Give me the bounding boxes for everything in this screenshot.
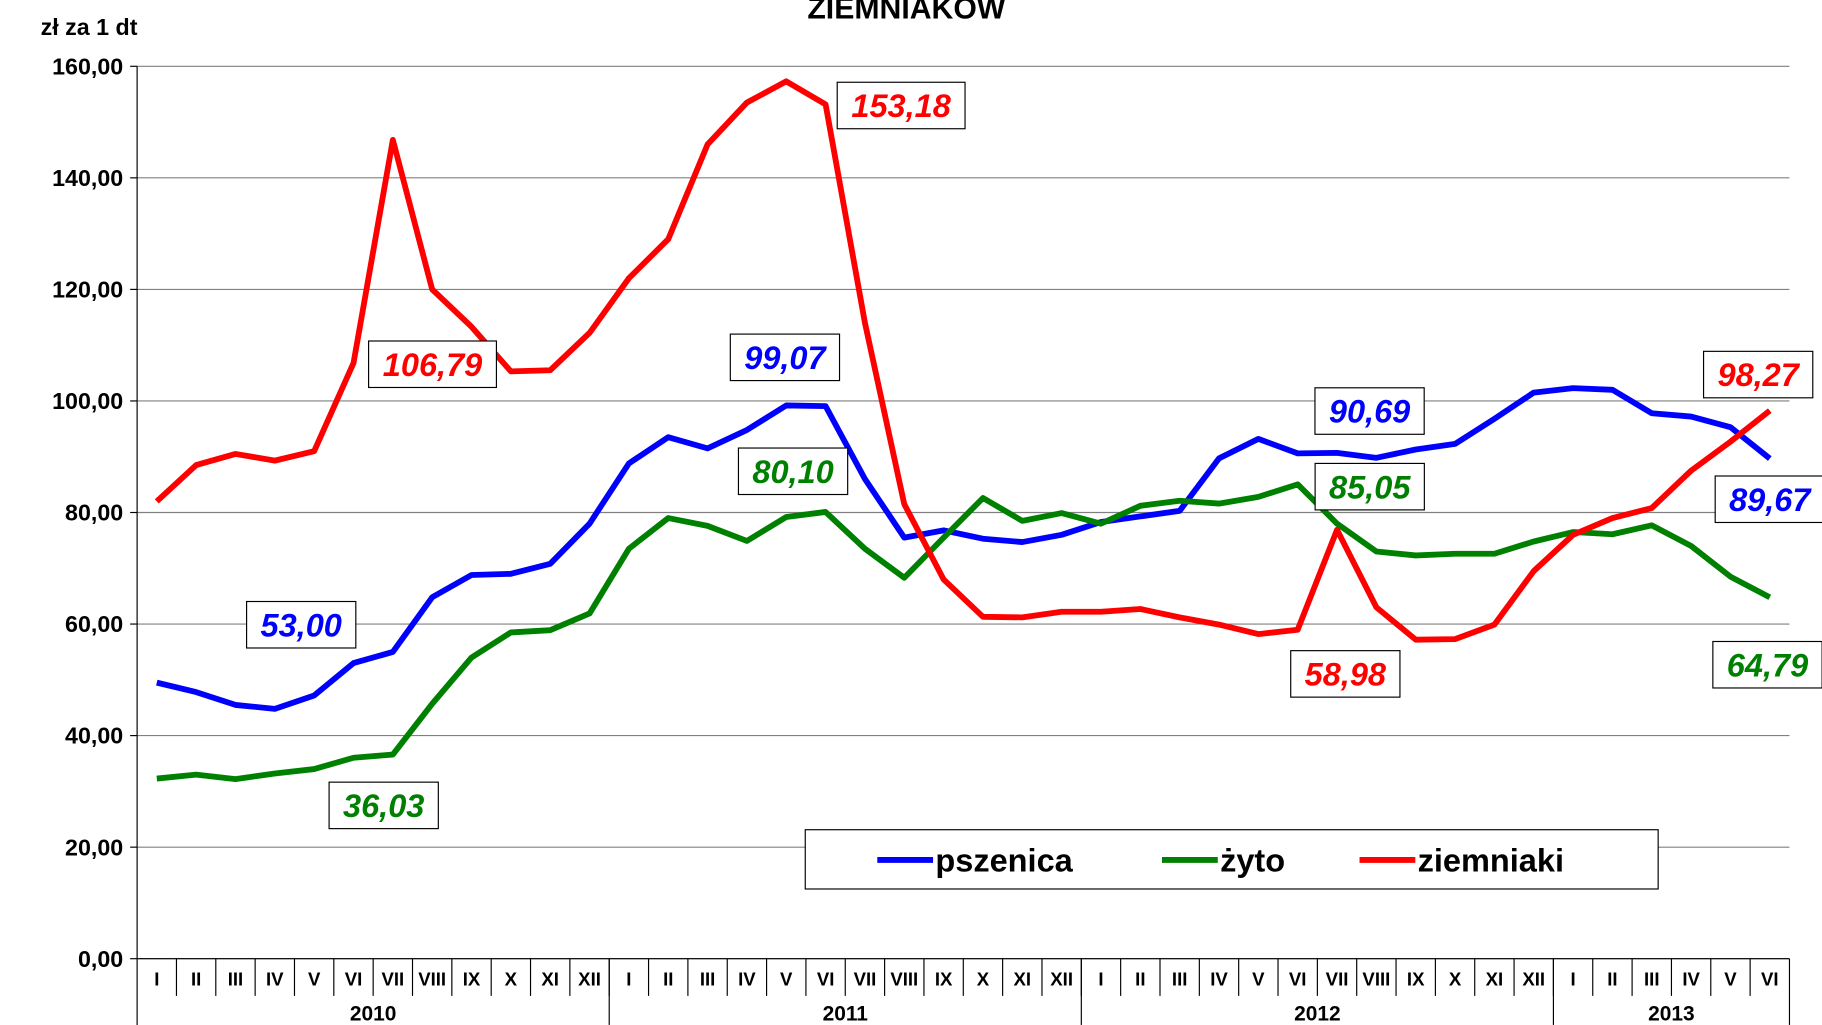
y-tick-label: 0,00 (78, 946, 123, 972)
legend-box (804, 829, 1659, 890)
series-line (154, 78, 1772, 643)
x-tick-label: VI (817, 968, 835, 989)
value-label: 99,07 (744, 340, 827, 376)
x-tick-label: IX (935, 968, 953, 989)
y-tick-label: 20,00 (65, 834, 123, 860)
x-tick-label: VIII (418, 968, 446, 989)
year-label: 2011 (823, 1002, 869, 1025)
x-tick-label: V (308, 968, 321, 989)
x-tick-label: XII (1522, 968, 1545, 989)
value-label-box (328, 781, 439, 830)
x-tick-label: VIII (890, 968, 918, 989)
value-label-box (368, 340, 497, 389)
x-tick-label: III (1644, 968, 1660, 989)
x-tick-label: VI (345, 968, 363, 989)
year-label: 2013 (1648, 1002, 1695, 1025)
y-tick-label: 160,00 (52, 53, 123, 79)
x-tick-label: XI (1014, 968, 1032, 989)
y-axis-label: zł za 1 dt (41, 14, 138, 40)
x-tick-label: IV (266, 968, 284, 989)
value-label-box (1290, 650, 1401, 698)
legend-label: ziemniaki (1418, 843, 1564, 879)
x-tick-label: II (663, 968, 673, 989)
x-tick-label: VI (1289, 968, 1307, 989)
x-tick-label: X (505, 968, 518, 989)
x-tick-label: VII (1326, 968, 1349, 989)
x-tick-label: IV (1682, 968, 1700, 989)
x-tick-label: I (1570, 968, 1575, 989)
value-label: 90,69 (1329, 394, 1410, 430)
value-label: 58,98 (1305, 657, 1387, 693)
x-tick-label: III (700, 968, 716, 989)
x-tick-label: IV (1210, 968, 1228, 989)
value-label: 98,27 (1717, 357, 1800, 393)
value-label: 64,79 (1727, 647, 1808, 683)
x-tick-label: II (191, 968, 201, 989)
x-tick-label: III (228, 968, 244, 989)
value-label: 89,67 (1729, 482, 1812, 518)
value-label-box (246, 600, 357, 649)
x-tick-label: III (1172, 968, 1188, 989)
x-tick-label: V (780, 968, 793, 989)
value-label-box (1314, 387, 1425, 435)
x-tick-label: II (1135, 968, 1145, 989)
x-tick-label: VIII (1362, 968, 1390, 989)
series-line (156, 385, 1772, 712)
y-tick-label: 140,00 (52, 165, 123, 191)
series-line (156, 481, 1772, 783)
x-tick-label: IX (1407, 968, 1425, 989)
value-label-box (737, 447, 849, 496)
x-tick-label: V (1724, 968, 1737, 989)
value-label: 53,00 (261, 607, 342, 643)
value-label-box (1702, 350, 1814, 399)
y-tick-label: 60,00 (65, 611, 123, 637)
value-label-box (1712, 640, 1822, 689)
x-tick-label: IX (463, 968, 481, 989)
x-tick-label: XI (541, 968, 559, 989)
y-tick-label: 40,00 (65, 723, 123, 749)
x-tick-label: XII (578, 968, 601, 989)
legend-label: pszenica (935, 843, 1073, 879)
value-label-box (836, 81, 966, 130)
x-tick-label: VII (381, 968, 404, 989)
x-tick-label: I (154, 968, 159, 989)
x-tick-label: I (626, 968, 631, 989)
y-tick-label: 80,00 (65, 500, 123, 526)
x-tick-label: XI (1486, 968, 1504, 989)
x-tick-label: X (977, 968, 990, 989)
x-tick-label: X (1449, 968, 1462, 989)
x-tick-label: IV (738, 968, 756, 989)
value-label: 80,10 (752, 454, 833, 490)
value-label: 106,79 (383, 347, 482, 383)
value-label-box (729, 333, 841, 382)
x-tick-label: II (1607, 968, 1617, 989)
y-tick-label: 100,00 (52, 388, 123, 414)
value-label-box (1714, 475, 1822, 524)
year-label: 2010 (350, 1002, 397, 1025)
value-label-box (1314, 462, 1425, 511)
x-tick-label: VII (854, 968, 877, 989)
value-label: 153,18 (851, 88, 951, 124)
legend-label: żyto (1220, 843, 1285, 879)
x-tick-label: VI (1761, 968, 1779, 989)
x-tick-label: XII (1050, 968, 1073, 989)
y-tick-label: 120,00 (52, 277, 123, 303)
year-label: 2012 (1294, 1002, 1341, 1025)
x-tick-label: I (1098, 968, 1103, 989)
value-label: 85,05 (1329, 469, 1411, 505)
chart-title: ZIEMNIAKÓW (807, 0, 1005, 26)
x-tick-label: V (1252, 968, 1265, 989)
value-label: 36,03 (343, 788, 424, 824)
